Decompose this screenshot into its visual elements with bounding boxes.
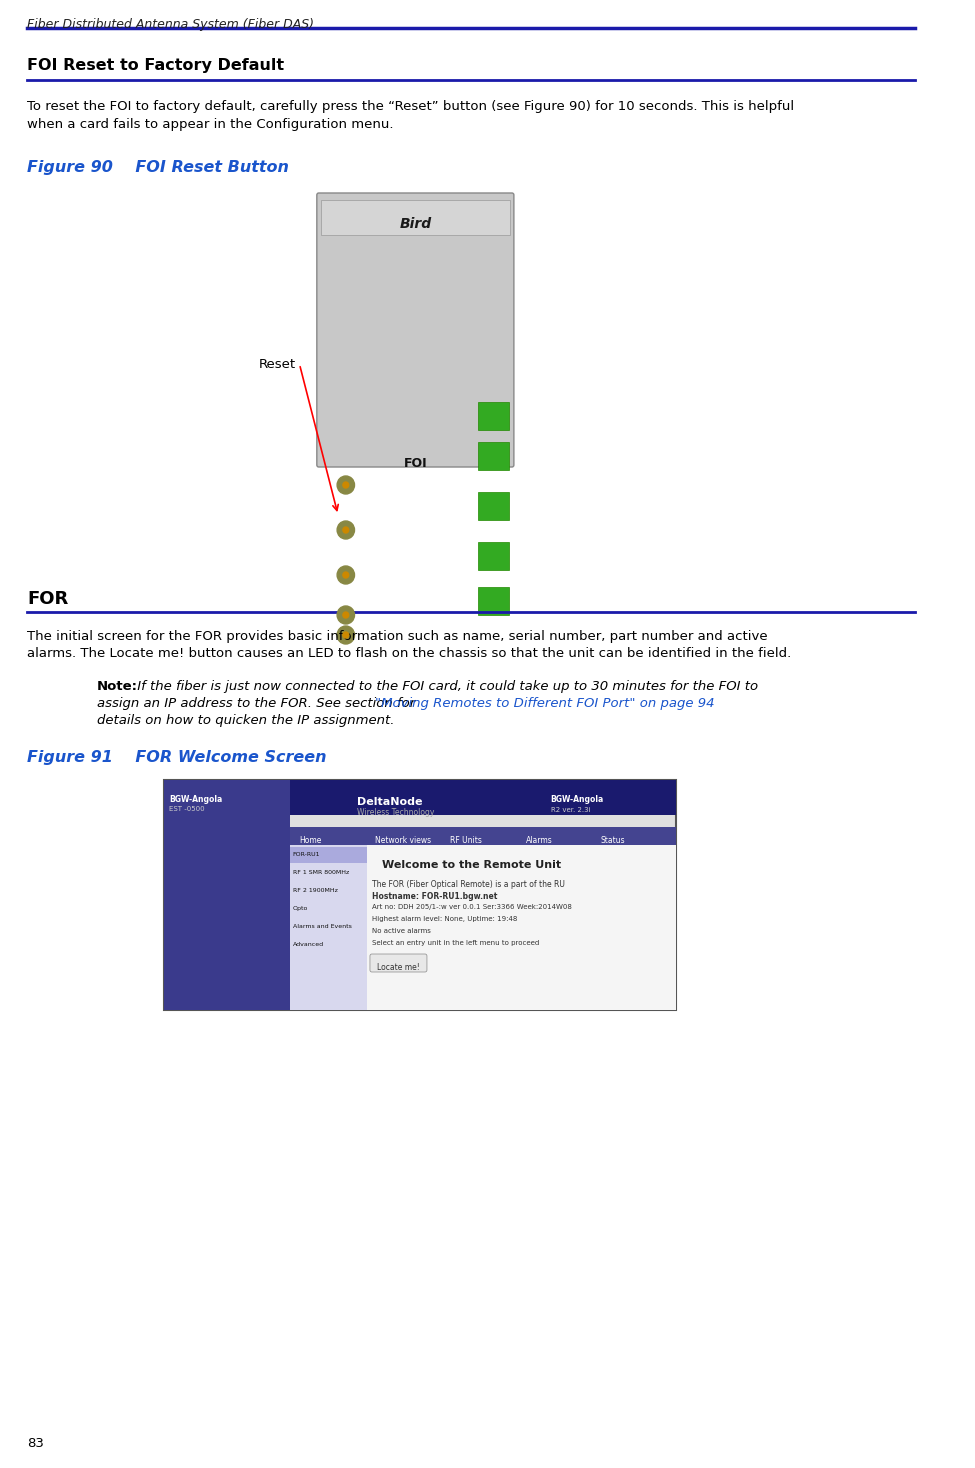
Bar [290, 846, 677, 1010]
Bar [290, 865, 367, 881]
Text: RF 2 1900MHz: RF 2 1900MHz [292, 888, 337, 893]
Text: The initial screen for the FOR provides basic information such as name, serial n: The initial screen for the FOR provides … [27, 630, 767, 643]
Bar [290, 882, 367, 898]
Text: Art no: DDH 205/1-:w ver 0.0.1 Ser:3366 Week:2014W08: Art no: DDH 205/1-:w ver 0.0.1 Ser:3366 … [371, 904, 571, 910]
Text: Bird: Bird [400, 217, 431, 230]
Bar [290, 919, 367, 935]
Text: FOR-RU1: FOR-RU1 [292, 851, 320, 857]
Bar [290, 937, 367, 953]
Bar [290, 901, 367, 918]
Text: BGW-Angola: BGW-Angola [169, 796, 222, 804]
Text: EST -0500: EST -0500 [169, 806, 205, 812]
Text: If the fiber is just now connected to the FOI card, it could take up to 30 minut: If the fiber is just now connected to th… [134, 680, 759, 693]
Text: Fiber Distributed Antenna System (Fiber DAS): Fiber Distributed Antenna System (Fiber … [27, 18, 314, 31]
Text: DeltaNode: DeltaNode [358, 797, 423, 807]
Text: Note:: Note: [97, 680, 137, 693]
Text: Network views: Network views [374, 835, 431, 846]
Text: Reset: Reset [259, 358, 296, 371]
Text: FOR: FOR [27, 590, 68, 608]
Circle shape [337, 521, 355, 539]
Circle shape [343, 482, 349, 487]
Bar [290, 847, 367, 863]
Text: Figure 90    FOI Reset Button: Figure 90 FOI Reset Button [27, 160, 289, 175]
Text: Highest alarm level: None, Uptime: 19:48: Highest alarm level: None, Uptime: 19:48 [371, 916, 518, 922]
Text: assign an IP address to the FOR. See section for: assign an IP address to the FOR. See sec… [97, 697, 419, 711]
FancyBboxPatch shape [370, 954, 427, 972]
Text: RF Units: RF Units [450, 835, 482, 846]
Text: Opto: Opto [292, 906, 308, 912]
Text: FOI: FOI [404, 457, 427, 470]
Text: "Moving Remotes to Different FOI Port" on page 94: "Moving Remotes to Different FOI Port" o… [374, 697, 715, 711]
Circle shape [337, 606, 355, 624]
Bar [478, 492, 509, 520]
Text: R2 ver. 2.3i: R2 ver. 2.3i [551, 807, 590, 813]
FancyBboxPatch shape [321, 200, 510, 235]
Text: when a card fails to appear in the Configuration menu.: when a card fails to appear in the Confi… [27, 117, 394, 131]
Bar [478, 442, 509, 470]
Text: Home: Home [299, 835, 322, 846]
Text: No active alarms: No active alarms [371, 928, 431, 934]
Text: Select an entry unit in the left menu to proceed: Select an entry unit in the left menu to… [371, 940, 539, 945]
Circle shape [343, 573, 349, 578]
Text: Alarms and Events: Alarms and Events [292, 923, 352, 929]
Text: RF 1 SMR 800MHz: RF 1 SMR 800MHz [292, 871, 349, 875]
Circle shape [337, 476, 355, 495]
Bar [164, 780, 290, 1010]
Bar [290, 846, 367, 1010]
Text: Locate me!: Locate me! [376, 963, 419, 972]
Text: BGW-Angola: BGW-Angola [551, 796, 604, 804]
Text: Hostname: FOR-RU1.bgw.net: Hostname: FOR-RU1.bgw.net [371, 893, 497, 901]
Circle shape [343, 633, 349, 639]
Text: Wireless Technology: Wireless Technology [358, 807, 435, 818]
Text: Welcome to the Remote Unit: Welcome to the Remote Unit [381, 860, 561, 871]
Text: Figure 91    FOR Welcome Screen: Figure 91 FOR Welcome Screen [27, 750, 327, 765]
Circle shape [343, 527, 349, 533]
Text: Alarms: Alarms [526, 835, 552, 846]
Text: Advanced: Advanced [292, 942, 324, 947]
Text: The FOR (Fiber Optical Remote) is a part of the RU: The FOR (Fiber Optical Remote) is a part… [371, 879, 565, 890]
FancyBboxPatch shape [317, 192, 514, 467]
Text: details on how to quicken the IP assignment.: details on how to quicken the IP assignm… [97, 713, 394, 727]
Text: Status: Status [601, 835, 625, 846]
FancyBboxPatch shape [164, 780, 677, 1010]
Circle shape [337, 625, 355, 644]
Text: FOI Reset to Factory Default: FOI Reset to Factory Default [27, 59, 284, 73]
Bar [478, 587, 509, 615]
Bar [478, 542, 509, 570]
Bar [290, 780, 677, 815]
Bar [290, 826, 677, 846]
Circle shape [343, 612, 349, 618]
Text: To reset the FOI to factory default, carefully press the “Reset” button (see Fig: To reset the FOI to factory default, car… [27, 100, 795, 113]
Text: 83: 83 [27, 1437, 44, 1450]
Text: alarms. The Locate me! button causes an LED to flash on the chassis so that the : alarms. The Locate me! button causes an … [27, 647, 792, 661]
Bar [478, 402, 509, 430]
Circle shape [337, 567, 355, 584]
